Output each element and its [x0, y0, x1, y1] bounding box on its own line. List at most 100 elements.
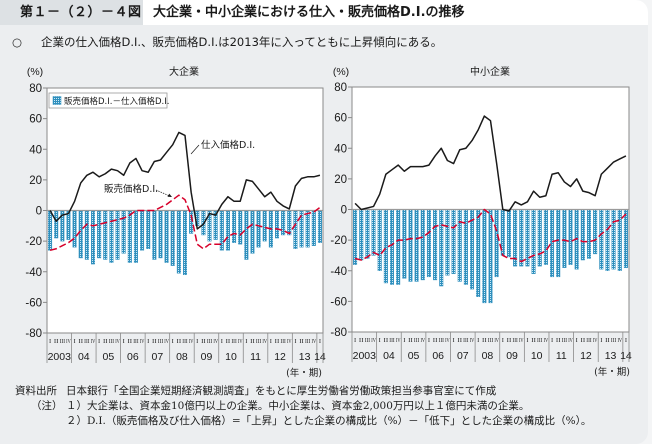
x-year-label: 04 — [78, 351, 90, 363]
bar — [482, 209, 487, 304]
x-quarter-label: IV — [66, 338, 71, 345]
annotation-arrow-icon — [155, 189, 173, 198]
annotation-arrow-icon — [190, 144, 200, 155]
bar — [488, 209, 493, 304]
bar — [287, 210, 292, 236]
x-quarter-label: I — [379, 337, 381, 344]
y-tick-label: 0 — [341, 205, 347, 217]
y-axis-unit-label: (%) — [27, 66, 43, 78]
bar — [531, 209, 536, 275]
x-quarter-label: II — [408, 337, 413, 344]
bar — [476, 209, 481, 297]
bar — [146, 210, 151, 249]
bar — [256, 210, 261, 248]
x-quarter-label: IV — [91, 338, 96, 345]
x-quarter-label: II — [177, 338, 182, 345]
x-quarter-label: II — [531, 337, 536, 344]
bar — [390, 209, 395, 285]
bar — [250, 210, 255, 254]
x-quarter-label: I — [452, 337, 454, 344]
x-year-label: 08 — [482, 350, 494, 362]
x-quarter-label: II — [299, 338, 304, 345]
x-quarter-label: I — [49, 338, 51, 345]
purchase-price-annotation: 仕入価格D.I. — [201, 139, 255, 151]
x-quarter-label: II — [507, 337, 512, 344]
x-year-label: 07 — [457, 350, 469, 362]
chart-title: 大企業 — [169, 65, 199, 78]
y-tick-label: 60 — [29, 114, 42, 126]
x-quarter-label: II — [359, 337, 364, 344]
note-2: ２）D.I.（販売価格及び仕入価格）=「上昇」とした企業の構成比（%）－「低下」… — [66, 415, 592, 427]
x-quarter-label: II — [384, 337, 389, 344]
x-year-label: 07 — [152, 351, 164, 363]
x-year-label: 09 — [506, 350, 518, 362]
x-quarter-label: I — [147, 338, 149, 345]
bar — [593, 209, 598, 255]
bar — [494, 209, 499, 278]
x-quarter-label: I — [245, 338, 247, 345]
bar — [396, 209, 401, 285]
x-axis-unit-label: (年・期) — [594, 366, 630, 378]
y-tick-label: -80 — [330, 327, 347, 339]
x-quarter-label: I — [294, 338, 296, 345]
bar — [133, 210, 138, 263]
x-quarter-label: I — [123, 338, 125, 345]
bar — [586, 209, 591, 259]
bar — [623, 209, 628, 268]
x-quarter-label: IV — [420, 337, 425, 344]
bar — [158, 210, 163, 259]
y-tick-label: -60 — [330, 296, 347, 308]
bar — [54, 210, 59, 239]
x-quarter-label: IV — [371, 337, 376, 344]
x-quarter-label: IV — [593, 337, 598, 344]
x-quarter-label: III — [84, 338, 89, 345]
x-quarter-label: I — [221, 338, 223, 345]
bar — [182, 210, 187, 276]
x-quarter-label: IV — [312, 338, 317, 345]
x-quarter-label: III — [256, 338, 261, 345]
bar — [543, 209, 548, 265]
bar — [72, 210, 77, 248]
bar — [164, 210, 169, 263]
x-quarter-label: II — [54, 338, 59, 345]
x-quarter-label: II — [103, 338, 108, 345]
x-year-label: 04 — [383, 350, 395, 362]
x-quarter-label: III — [586, 337, 591, 344]
bar — [305, 210, 310, 248]
x-year-label: 11 — [556, 350, 567, 362]
bar — [433, 209, 438, 281]
x-quarter-label: IV — [287, 338, 292, 345]
y-tick-label: -20 — [330, 235, 347, 247]
x-quarter-label: III — [182, 338, 187, 345]
x-quarter-label: II — [152, 338, 157, 345]
bar — [90, 210, 95, 265]
x-year-label: 10 — [531, 350, 543, 362]
bar — [103, 210, 108, 260]
bar — [377, 209, 382, 271]
x-year-label: 12 — [274, 351, 286, 363]
x-year-label: 10 — [225, 351, 237, 363]
bar — [562, 209, 567, 268]
bar — [463, 209, 468, 285]
x-quarter-label: IV — [544, 337, 549, 344]
bar — [550, 209, 555, 278]
legend-bar-swatch-icon — [52, 96, 62, 105]
y-tick-label: 40 — [334, 143, 347, 155]
x-quarter-label: I — [98, 338, 100, 345]
x-quarter-label: III — [133, 338, 138, 345]
x-quarter-label: III — [611, 337, 616, 344]
x-year-label: 06 — [432, 350, 444, 362]
bar — [439, 209, 444, 287]
x-quarter-label: IV — [189, 338, 194, 345]
x-quarter-label: II — [581, 337, 586, 344]
y-tick-label: 80 — [334, 82, 347, 94]
bar — [189, 210, 194, 234]
bar — [506, 209, 511, 258]
x-quarter-label: III — [365, 337, 370, 344]
bar — [513, 209, 518, 267]
y-axis-unit-label: (%) — [333, 66, 349, 78]
bar — [611, 209, 616, 270]
bar — [176, 210, 181, 274]
